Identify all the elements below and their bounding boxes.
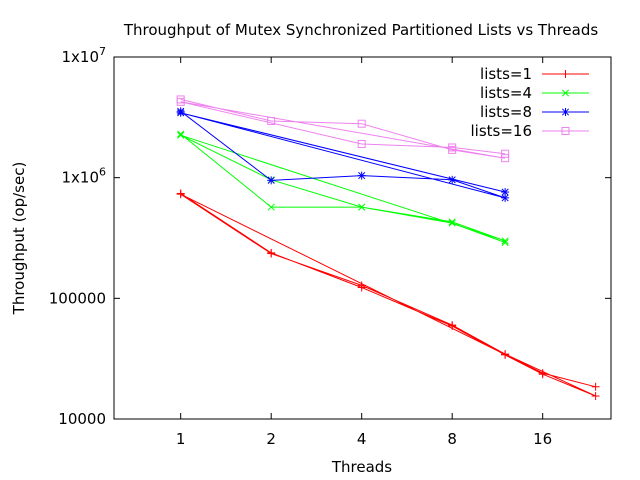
marker-stroke bbox=[177, 130, 185, 138]
data-point bbox=[177, 130, 185, 138]
data-point bbox=[561, 70, 570, 78]
marker-stroke bbox=[448, 176, 456, 184]
data-point bbox=[267, 203, 275, 211]
marker-stroke bbox=[561, 89, 570, 97]
legend-item: lists=8 bbox=[480, 103, 589, 121]
axis-ticks: 1 2 4 8 16 10000 100000 1x106 1x107 bbox=[49, 45, 611, 448]
marker-square bbox=[501, 149, 510, 158]
y-tick-label: 1x107 bbox=[61, 45, 106, 66]
data-point bbox=[501, 149, 510, 158]
x-tick-label: 1 bbox=[176, 430, 186, 448]
data-point bbox=[176, 108, 185, 117]
data-point bbox=[448, 219, 456, 227]
marker-stroke bbox=[177, 109, 185, 117]
x-tick-label: 16 bbox=[533, 430, 552, 448]
data-point bbox=[501, 154, 510, 163]
marker-square bbox=[176, 97, 185, 106]
y-tick-label: 10000 bbox=[58, 410, 106, 428]
data-point bbox=[267, 176, 276, 185]
data-point bbox=[561, 89, 570, 97]
marker-square bbox=[357, 140, 366, 149]
y-tick-label: 1x106 bbox=[61, 166, 106, 187]
marker-stroke bbox=[561, 108, 570, 116]
data-point bbox=[501, 188, 510, 197]
marker-stroke bbox=[501, 237, 509, 245]
marker-stroke bbox=[448, 219, 456, 227]
data-point bbox=[561, 108, 570, 116]
data-point bbox=[501, 350, 510, 359]
series-lists-1 bbox=[176, 189, 600, 401]
series-line bbox=[180, 192, 596, 397]
data-point bbox=[176, 97, 185, 106]
series-layer bbox=[176, 95, 600, 401]
x-tick-label: 2 bbox=[266, 430, 276, 448]
marker-square bbox=[501, 154, 510, 163]
legend-item: lists=16 bbox=[470, 122, 589, 140]
data-point bbox=[448, 218, 456, 226]
data-point bbox=[448, 321, 457, 330]
legend-item: lists=4 bbox=[480, 84, 589, 102]
data-point bbox=[357, 140, 366, 149]
marker-stroke bbox=[267, 176, 275, 184]
marker-stroke bbox=[448, 218, 456, 226]
series-line bbox=[180, 98, 506, 159]
data-point bbox=[357, 281, 366, 290]
series-lists-16 bbox=[176, 95, 510, 163]
series-line bbox=[180, 110, 506, 199]
series-line bbox=[180, 133, 506, 243]
marker-stroke bbox=[501, 238, 509, 247]
data-point bbox=[561, 127, 570, 135]
legend-label: lists=4 bbox=[480, 84, 532, 102]
data-point bbox=[501, 237, 509, 245]
data-point bbox=[448, 175, 457, 184]
legend-item: lists=1 bbox=[480, 65, 589, 83]
data-point bbox=[177, 131, 185, 139]
marker-stroke bbox=[358, 172, 366, 180]
plot-frame bbox=[113, 56, 612, 420]
data-point bbox=[267, 249, 276, 258]
marker-stroke bbox=[177, 131, 185, 139]
data-point bbox=[448, 143, 457, 152]
legend-label: lists=1 bbox=[480, 65, 532, 83]
data-point bbox=[358, 203, 366, 211]
data-point bbox=[267, 116, 276, 125]
marker-stroke bbox=[501, 188, 509, 196]
chart-title: Throughput of Mutex Synchronized Partiti… bbox=[123, 21, 599, 39]
x-tick-label: 8 bbox=[447, 430, 457, 448]
legend-label: lists=8 bbox=[480, 103, 532, 121]
marker-stroke bbox=[358, 203, 366, 211]
data-point bbox=[538, 369, 547, 378]
y-tick-label: 100000 bbox=[49, 289, 106, 307]
marker-square bbox=[357, 119, 366, 128]
data-point bbox=[357, 119, 366, 128]
marker-stroke bbox=[501, 194, 509, 202]
marker-square bbox=[267, 116, 276, 125]
series-lists-8 bbox=[176, 107, 510, 202]
x-tick-label: 4 bbox=[357, 430, 367, 448]
marker-square bbox=[561, 127, 570, 135]
data-point bbox=[357, 171, 366, 180]
data-point bbox=[591, 382, 600, 391]
data-point bbox=[501, 238, 509, 247]
legend-label: lists=16 bbox=[470, 122, 532, 140]
data-point bbox=[176, 190, 185, 199]
data-point bbox=[591, 392, 600, 401]
marker-square bbox=[448, 143, 457, 152]
y-axis-label: Throughput (op/sec) bbox=[10, 162, 28, 316]
x-axis-label: Threads bbox=[331, 458, 392, 476]
marker-stroke bbox=[267, 203, 275, 211]
